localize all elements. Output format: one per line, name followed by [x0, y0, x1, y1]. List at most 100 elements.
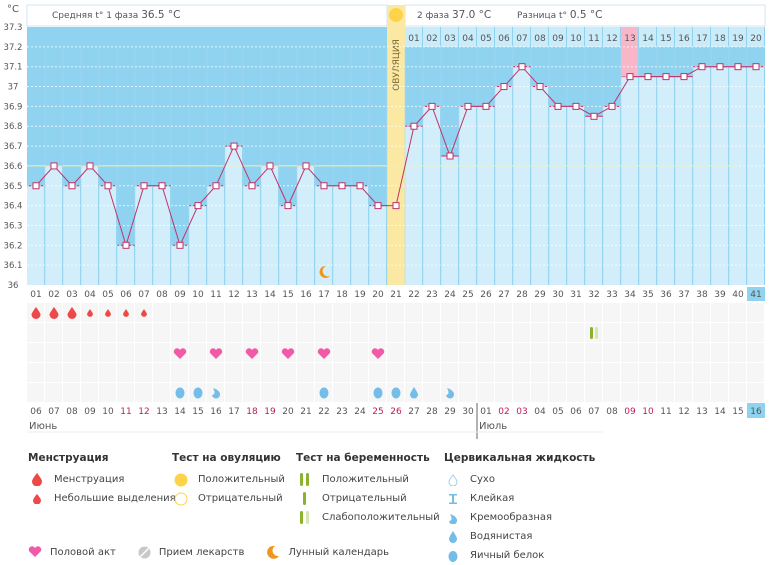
calendar-date-label: 05	[552, 407, 563, 417]
symbol-cell	[405, 323, 422, 342]
temp-point[interactable]	[734, 63, 742, 71]
temp-bar	[675, 76, 692, 285]
temp-point[interactable]	[464, 102, 472, 110]
pill-icon	[138, 546, 151, 559]
temp-point[interactable]	[392, 202, 400, 210]
temp-point[interactable]	[140, 182, 148, 190]
temp-point[interactable]	[32, 182, 40, 190]
temp-point[interactable]	[338, 182, 346, 190]
temp-point[interactable]	[194, 202, 202, 210]
temp-point[interactable]	[374, 202, 382, 210]
temp-point[interactable]	[86, 162, 94, 170]
temp-point[interactable]	[662, 73, 670, 81]
symbol-cell	[81, 343, 98, 362]
luteal-day-cell	[585, 27, 602, 47]
temp-bar	[315, 185, 332, 285]
temp-point[interactable]	[158, 182, 166, 190]
calendar-date-label: 29	[444, 407, 456, 417]
temp-point[interactable]	[266, 162, 274, 170]
temp-point[interactable]	[302, 162, 310, 170]
y-tick-label: 36.8	[4, 122, 23, 132]
symbol-cell	[711, 363, 728, 382]
heart-icon	[209, 348, 223, 359]
symbol-cell	[171, 303, 188, 322]
symbol-cell	[729, 323, 746, 342]
symbol-cell	[189, 303, 206, 322]
temp-point[interactable]	[644, 73, 652, 81]
temp-point[interactable]	[698, 63, 706, 71]
calendar-date-label: 01	[480, 407, 491, 417]
luteal-day-cell	[549, 27, 566, 47]
temp-point[interactable]	[284, 202, 292, 210]
symbol-cell	[585, 303, 602, 322]
symbol-cell	[387, 303, 404, 322]
symbol-cell	[477, 383, 494, 402]
temp-bar	[621, 76, 638, 285]
temp-point[interactable]	[752, 63, 760, 71]
temp-point[interactable]	[626, 73, 634, 81]
temp-point[interactable]	[518, 63, 526, 71]
cycle-day-label: 28	[516, 290, 528, 300]
temp-point[interactable]	[50, 162, 58, 170]
luteal-day-label: 17	[696, 34, 707, 44]
temp-point[interactable]	[428, 102, 436, 110]
symbol-cell	[441, 323, 458, 342]
calendar-date-label: 21	[300, 407, 311, 417]
symbol-cell	[513, 303, 530, 322]
temp-point[interactable]	[356, 182, 364, 190]
symbol-cell	[711, 303, 728, 322]
symbol-cell	[747, 383, 764, 402]
temp-point[interactable]	[572, 102, 580, 110]
symbol-cell	[621, 303, 638, 322]
luteal-day-label: 18	[714, 34, 726, 44]
symbol-cell	[405, 343, 422, 362]
temp-bar	[603, 106, 620, 285]
temp-point[interactable]	[320, 182, 328, 190]
temp-point[interactable]	[554, 102, 562, 110]
temp-point[interactable]	[230, 142, 238, 150]
temp-point[interactable]	[104, 182, 112, 190]
symbol-cell	[657, 363, 674, 382]
temp-point[interactable]	[446, 152, 454, 160]
y-unit-label: °C	[7, 4, 19, 15]
temp-bar	[459, 106, 476, 285]
temp-point[interactable]	[212, 182, 220, 190]
phase1-avg-text: Средняя t° 1 фаза 36.5 °C	[52, 9, 181, 21]
luteal-day-cell	[531, 27, 548, 47]
cycle-day-label: 22	[408, 290, 419, 300]
symbol-cell	[369, 323, 386, 342]
symbol-cell	[387, 323, 404, 342]
legend-label: Отрицательный	[198, 493, 283, 504]
symbol-cell	[225, 383, 242, 402]
symbol-cell	[81, 323, 98, 342]
symbol-cell	[531, 303, 548, 322]
temp-point[interactable]	[500, 83, 508, 91]
cycle-day-label: 29	[534, 290, 546, 300]
legend-label: Положительный	[198, 474, 285, 485]
luteal-day-label: 14	[642, 34, 654, 44]
symbol-cell	[459, 363, 476, 382]
temp-point[interactable]	[248, 182, 256, 190]
moon-icon	[266, 545, 280, 559]
temp-point[interactable]	[536, 83, 544, 91]
temp-point[interactable]	[410, 122, 418, 130]
temp-point[interactable]	[608, 102, 616, 110]
luteal-day-cell	[621, 27, 638, 47]
temp-point[interactable]	[68, 182, 76, 190]
symbol-cell	[603, 303, 620, 322]
luteal-day-cell	[603, 27, 620, 47]
symbol-cell	[495, 323, 512, 342]
temp-point[interactable]	[176, 241, 184, 249]
symbol-cell	[27, 343, 44, 362]
temp-point[interactable]	[482, 102, 490, 110]
temp-point[interactable]	[590, 112, 598, 120]
symbol-cell	[657, 303, 674, 322]
calendar-date-label: 10	[102, 407, 114, 417]
temp-point[interactable]	[680, 73, 688, 81]
egg-white-icon	[373, 387, 383, 399]
temp-point[interactable]	[716, 63, 724, 71]
cycle-day-label: 17	[318, 290, 329, 300]
temp-point[interactable]	[122, 241, 130, 249]
legend-other: Половой акт Прием лекарств Лунный календ…	[28, 545, 411, 559]
symbol-cell	[99, 383, 116, 402]
